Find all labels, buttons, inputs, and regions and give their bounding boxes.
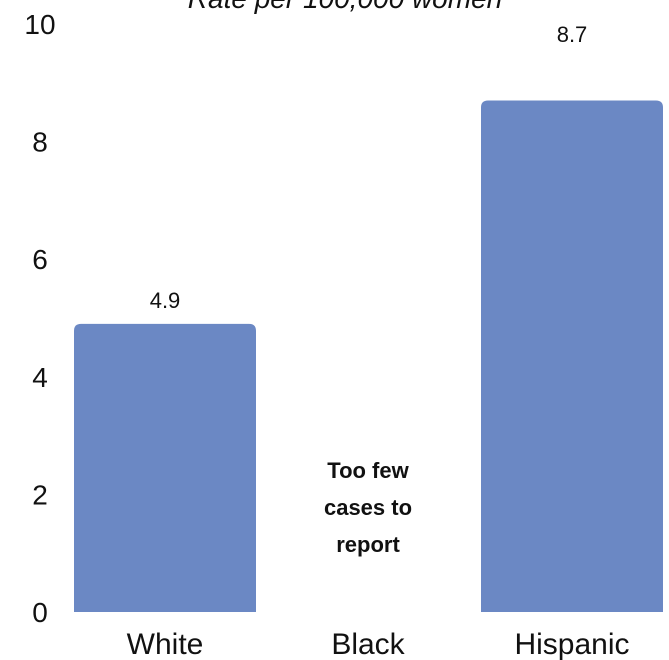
missing-data-note-line: cases to [324,495,412,520]
bar-white [74,323,256,612]
data-label-hispanic: 8.7 [557,22,588,47]
y-axis: 0 2 4 6 8 10 [24,9,55,628]
y-tick-label: 0 [32,597,48,628]
bars-group [74,100,663,612]
missing-data-note-line: Too few [327,458,409,483]
x-axis: White Black Hispanic [127,628,630,660]
y-tick-label: 8 [32,127,48,158]
bar-hispanic [481,100,663,612]
data-labels-group: 4.9 8.7 [150,22,588,313]
x-tick-label-hispanic: Hispanic [514,628,629,660]
x-tick-label-black: Black [331,628,405,660]
data-label-white: 4.9 [150,288,181,313]
y-tick-label: 4 [32,362,48,393]
x-tick-label-white: White [127,628,204,660]
chart-title: Rate per 100,000 women [188,0,502,14]
y-tick-label: 10 [24,9,55,40]
notes-group: Too few cases to report [324,458,412,557]
missing-data-note-line: report [336,532,400,557]
y-tick-label: 6 [32,244,48,275]
y-tick-label: 2 [32,479,48,510]
